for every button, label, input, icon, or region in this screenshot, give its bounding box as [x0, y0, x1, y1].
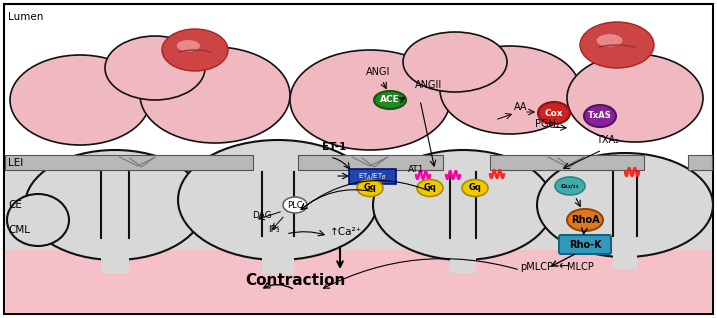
Text: ACE: ACE: [380, 95, 400, 105]
Ellipse shape: [567, 54, 703, 142]
Text: RhoA: RhoA: [571, 215, 599, 225]
Text: DAG: DAG: [252, 211, 272, 220]
Text: G₁₂/₁₃: G₁₂/₁₃: [561, 183, 579, 189]
Ellipse shape: [567, 209, 603, 231]
Text: CML: CML: [8, 225, 30, 235]
Bar: [262, 236, 294, 274]
Text: ANGI: ANGI: [366, 67, 390, 77]
FancyBboxPatch shape: [559, 235, 611, 254]
FancyBboxPatch shape: [4, 4, 713, 314]
Text: pMLCP: pMLCP: [520, 262, 553, 272]
Text: Gq: Gq: [424, 183, 437, 192]
Bar: [688, 155, 712, 170]
Bar: [450, 238, 476, 273]
Ellipse shape: [357, 179, 383, 197]
Text: MLCP: MLCP: [567, 262, 594, 272]
Ellipse shape: [597, 34, 622, 47]
Text: ANGII: ANGII: [415, 80, 442, 90]
Text: Lumen: Lumen: [8, 12, 43, 22]
Ellipse shape: [580, 22, 654, 68]
FancyBboxPatch shape: [349, 169, 396, 184]
Text: Contraction: Contraction: [244, 273, 345, 288]
Text: PLC: PLC: [288, 201, 303, 210]
Ellipse shape: [584, 105, 616, 127]
Bar: [490, 155, 644, 170]
Text: Cox: Cox: [545, 108, 564, 117]
Ellipse shape: [162, 29, 228, 71]
Ellipse shape: [283, 197, 307, 213]
Ellipse shape: [178, 140, 378, 260]
Text: Rho-K: Rho-K: [569, 239, 602, 250]
Ellipse shape: [537, 153, 713, 257]
Ellipse shape: [403, 32, 507, 92]
Text: ET$_A$/ET$_B$: ET$_A$/ET$_B$: [358, 171, 386, 182]
Ellipse shape: [417, 179, 443, 197]
Ellipse shape: [290, 50, 450, 150]
Ellipse shape: [140, 47, 290, 143]
Ellipse shape: [440, 46, 580, 134]
Text: ET-1: ET-1: [322, 142, 346, 152]
Text: TXA₂: TXA₂: [596, 135, 619, 145]
Text: AA: AA: [514, 102, 528, 112]
Text: IP₃: IP₃: [268, 225, 280, 234]
Ellipse shape: [555, 177, 585, 195]
Text: ←: ←: [558, 260, 569, 273]
Bar: [613, 236, 637, 269]
Ellipse shape: [462, 179, 488, 197]
Ellipse shape: [7, 194, 69, 246]
Ellipse shape: [25, 150, 205, 260]
Bar: [5, 170, 712, 250]
Text: Gq: Gq: [469, 183, 481, 192]
Text: Gq: Gq: [364, 183, 376, 192]
Bar: [101, 238, 129, 273]
Bar: [5, 155, 253, 170]
Ellipse shape: [177, 40, 200, 52]
Text: PGH₂: PGH₂: [535, 119, 560, 129]
Text: ↑Ca²⁺: ↑Ca²⁺: [330, 227, 362, 237]
Ellipse shape: [373, 150, 553, 260]
Ellipse shape: [10, 55, 150, 145]
Text: CE: CE: [8, 200, 22, 210]
Text: TxAS: TxAS: [588, 112, 612, 121]
Ellipse shape: [374, 91, 406, 109]
Ellipse shape: [105, 36, 205, 100]
Ellipse shape: [538, 102, 570, 124]
Text: LEI: LEI: [8, 158, 23, 168]
Text: AT1: AT1: [408, 165, 424, 174]
Bar: [298, 155, 443, 170]
Bar: [5, 170, 712, 313]
